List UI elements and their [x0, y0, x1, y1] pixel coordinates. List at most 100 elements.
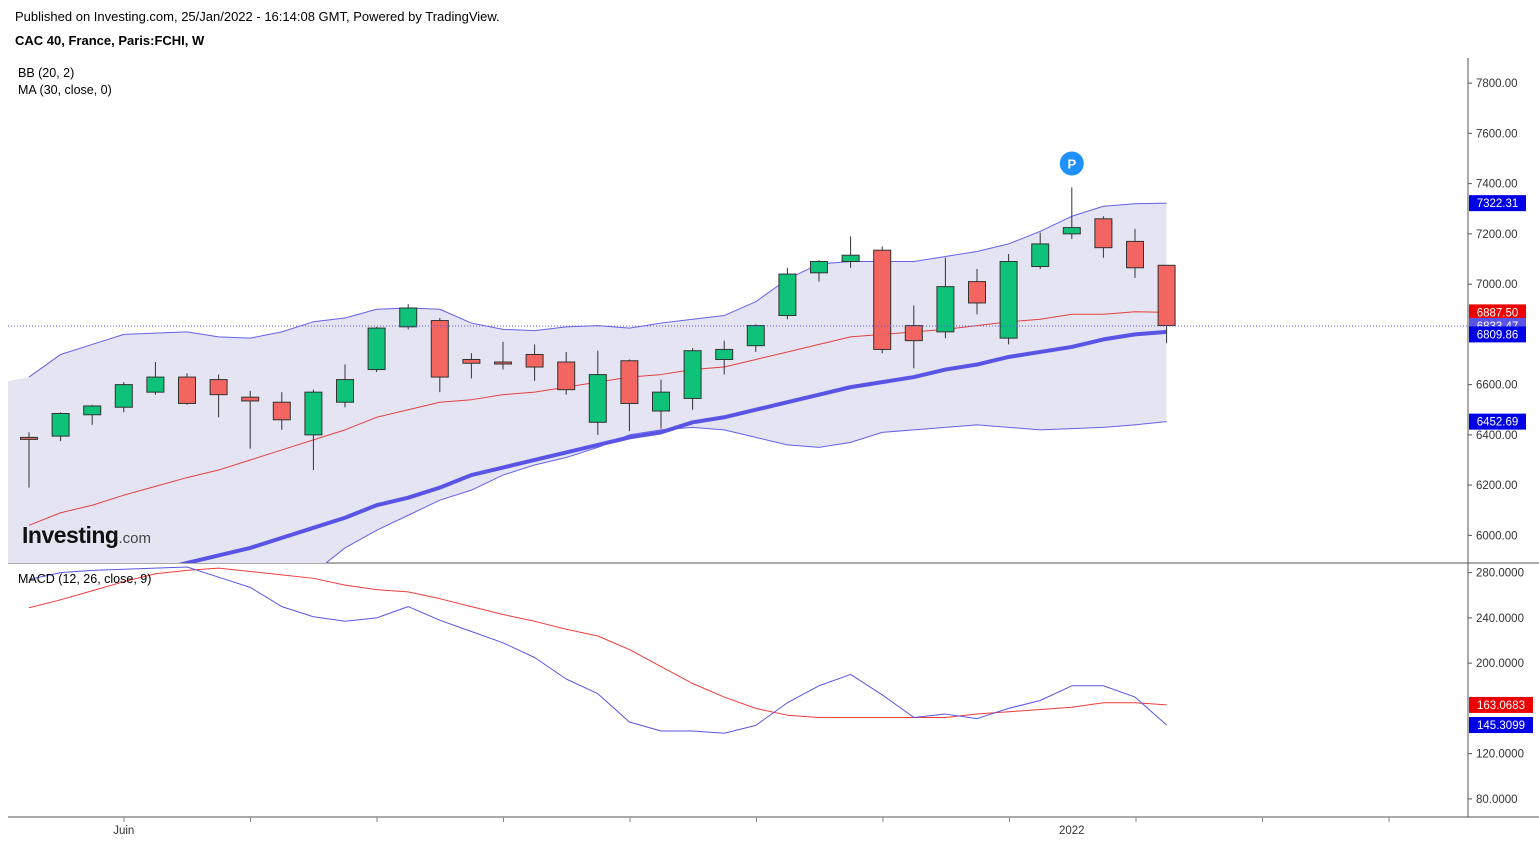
- candle[interactable]: [462, 353, 481, 379]
- candle-body: [873, 249, 892, 350]
- candle-body: [1031, 243, 1050, 268]
- macd-line: [28, 566, 1167, 734]
- candle-body: [936, 286, 955, 333]
- ma-indicator-label[interactable]: MA (30, close, 0): [18, 83, 112, 97]
- candle[interactable]: [83, 404, 102, 425]
- signal-value-bg: [1469, 696, 1533, 713]
- candle-body: [462, 358, 481, 364]
- candle[interactable]: [1094, 216, 1113, 258]
- price-axis-label: 7400.00: [1476, 179, 1518, 191]
- candle-body: [20, 436, 38, 440]
- price-axis-label: 7200.00: [1476, 229, 1518, 241]
- candle[interactable]: [146, 362, 165, 395]
- candle[interactable]: [936, 257, 955, 339]
- candle-body: [715, 348, 734, 360]
- candle[interactable]: [1062, 187, 1081, 239]
- candle[interactable]: [683, 348, 702, 410]
- candle[interactable]: [557, 351, 576, 395]
- candle[interactable]: [1031, 232, 1050, 270]
- candle-body: [1062, 227, 1081, 235]
- candle[interactable]: [494, 341, 512, 370]
- instrument-title: CAC 40, France, Paris:FCHI, W: [15, 33, 205, 48]
- price-axis-label: 6200.00: [1476, 480, 1518, 492]
- candle-body: [83, 405, 102, 416]
- candle-body: [999, 261, 1018, 339]
- candle[interactable]: [51, 412, 70, 442]
- macd-value-bg: [1469, 717, 1533, 734]
- price-axis-label: 6000.00: [1476, 530, 1518, 542]
- macd-axis-label: 280.0000: [1476, 568, 1524, 580]
- macd-plot-area: [28, 566, 1167, 734]
- candle-body: [178, 376, 196, 404]
- candle-body: [209, 379, 228, 396]
- earnings-marker[interactable]: [1059, 151, 1084, 176]
- candle[interactable]: [999, 253, 1018, 345]
- candle-body: [146, 376, 165, 393]
- candle[interactable]: [178, 373, 196, 405]
- candle[interactable]: [20, 432, 38, 488]
- basis-value: 6887.50: [1477, 307, 1519, 319]
- candle-body: [272, 401, 291, 421]
- ma-value: 6809.86: [1477, 329, 1519, 341]
- candle-body: [1126, 240, 1144, 269]
- candle-body: [588, 374, 607, 423]
- macd-axis-label: 120.0000: [1476, 749, 1524, 761]
- price-plot-area: [8, 187, 1176, 563]
- candle[interactable]: [873, 246, 892, 354]
- candle-body: [557, 361, 576, 391]
- bollinger-lower-line: [325, 421, 1167, 563]
- ma-value-bg: [1469, 326, 1526, 343]
- candle-body: [746, 325, 765, 347]
- candle[interactable]: [1126, 228, 1144, 278]
- candle-body: [399, 307, 418, 328]
- candle-body: [114, 384, 133, 408]
- candle-body: [841, 254, 860, 263]
- macd-axis-label: 240.0000: [1476, 613, 1524, 625]
- candle-body: [430, 320, 449, 378]
- earnings-marker-label: P: [1067, 157, 1076, 172]
- candle[interactable]: [968, 269, 986, 315]
- candle[interactable]: [430, 318, 449, 393]
- candle[interactable]: [810, 260, 828, 282]
- bb-indicator-label[interactable]: BB (20, 2): [18, 66, 75, 80]
- macd-axis-label: 200.0000: [1476, 658, 1524, 670]
- investing-logo: Investing.com: [22, 522, 151, 549]
- time-axis-label: Juin: [113, 825, 134, 837]
- price-axis-label: 7600.00: [1476, 128, 1518, 140]
- basis-value-bg: [1469, 304, 1526, 321]
- lower-band-value: 6452.69: [1477, 417, 1519, 429]
- macd-indicator-label[interactable]: MACD (12, 26, close, 9): [18, 572, 152, 586]
- candle[interactable]: [304, 389, 323, 471]
- candle[interactable]: [114, 382, 133, 413]
- macd-value: 145.3099: [1477, 720, 1525, 732]
- candle-body: [1157, 264, 1176, 327]
- candle[interactable]: [241, 390, 260, 449]
- candle[interactable]: [209, 374, 228, 418]
- candle[interactable]: [525, 344, 544, 381]
- price-axis-label: 7000.00: [1476, 279, 1518, 291]
- candle[interactable]: [367, 326, 386, 373]
- candle-body: [525, 353, 544, 368]
- candle[interactable]: [778, 267, 797, 320]
- candle-body: [304, 391, 323, 436]
- candle[interactable]: [652, 379, 670, 429]
- candle[interactable]: [715, 340, 734, 375]
- candle[interactable]: [272, 392, 291, 430]
- candle-body: [367, 327, 386, 371]
- candle-body: [620, 360, 639, 404]
- candle[interactable]: [620, 359, 639, 432]
- moving-average-line: [178, 329, 1167, 563]
- candle-body: [652, 391, 670, 412]
- candle[interactable]: [904, 305, 923, 369]
- signal-value: 163.0683: [1477, 700, 1525, 712]
- candle-body: [968, 281, 986, 304]
- candle[interactable]: [588, 350, 607, 435]
- candle-body: [494, 361, 512, 365]
- candle-body: [51, 413, 70, 437]
- macd-axis-label: 80.0000: [1476, 794, 1518, 806]
- candle[interactable]: [841, 236, 860, 268]
- bollinger-fill: [8, 203, 1167, 563]
- candle[interactable]: [336, 364, 354, 408]
- candle[interactable]: [399, 304, 418, 330]
